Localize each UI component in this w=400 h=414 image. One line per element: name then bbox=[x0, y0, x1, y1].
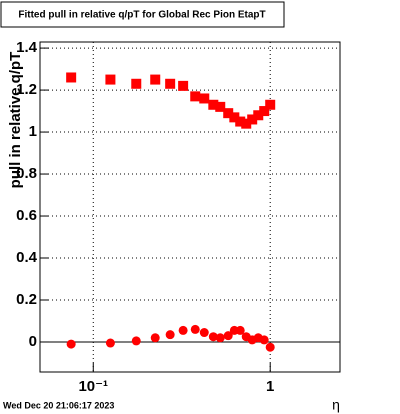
point bbox=[223, 331, 233, 341]
point bbox=[178, 325, 188, 335]
point bbox=[66, 72, 77, 83]
point bbox=[235, 116, 246, 127]
y-tick-label: 0.6 bbox=[16, 207, 37, 224]
point bbox=[190, 91, 201, 102]
point bbox=[229, 112, 240, 123]
point bbox=[150, 74, 161, 85]
point bbox=[199, 328, 209, 338]
point bbox=[131, 78, 142, 89]
point bbox=[208, 332, 218, 342]
chart-title: Fitted pull in relative q/pT for Global … bbox=[18, 10, 265, 21]
point bbox=[190, 324, 200, 334]
point bbox=[208, 99, 219, 110]
point bbox=[199, 93, 210, 104]
point bbox=[66, 339, 76, 349]
point bbox=[150, 333, 160, 343]
point bbox=[259, 106, 270, 117]
x-tick-label: 10⁻¹ bbox=[78, 378, 108, 395]
point bbox=[247, 114, 258, 125]
y-tick-label: 0 bbox=[29, 333, 37, 350]
y-tick-label: 0.8 bbox=[16, 165, 37, 182]
point bbox=[241, 118, 252, 129]
point bbox=[235, 325, 245, 335]
point bbox=[215, 101, 226, 112]
timestamp: Wed Dec 20 21:06:17 2023 bbox=[3, 400, 114, 410]
y-tick-label: 0.2 bbox=[16, 291, 37, 308]
x-axis-title: η bbox=[332, 397, 340, 413]
point bbox=[178, 80, 189, 91]
point bbox=[265, 342, 275, 352]
point bbox=[105, 338, 115, 348]
y-tick-label: 1 bbox=[29, 123, 37, 140]
point bbox=[253, 110, 264, 121]
y-tick-label: 1.4 bbox=[16, 39, 38, 56]
point bbox=[105, 74, 116, 85]
point bbox=[131, 336, 141, 346]
y-axis-title: pull in relative q/pT bbox=[7, 52, 24, 189]
y-tick-label: 1.2 bbox=[16, 81, 37, 98]
y-tick-label: 0.4 bbox=[16, 249, 38, 266]
point bbox=[165, 78, 176, 89]
title-box bbox=[0, 1, 285, 28]
x-tick-label: 1 bbox=[266, 378, 274, 395]
point bbox=[223, 108, 234, 119]
point bbox=[215, 333, 225, 343]
point bbox=[259, 335, 269, 345]
point bbox=[265, 99, 276, 110]
point bbox=[165, 330, 175, 340]
plot-frame bbox=[39, 41, 341, 373]
